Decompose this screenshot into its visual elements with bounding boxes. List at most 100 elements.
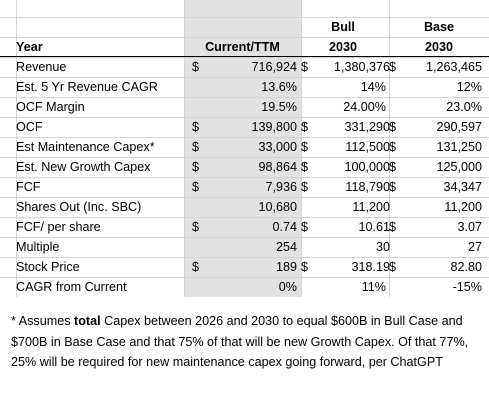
grid-hline	[0, 217, 489, 218]
footnote-prefix: * Assumes	[11, 314, 74, 328]
row-label: FCF	[16, 180, 41, 194]
bull-title: Bull	[331, 20, 355, 34]
current-column-shading	[184, 0, 301, 297]
grid-hline	[0, 257, 489, 258]
row-label: Stock Price	[16, 260, 80, 274]
bull-value: 30	[375, 240, 390, 254]
current-value: 139,800	[251, 120, 297, 134]
grid-hline	[0, 237, 489, 238]
currency-symbol: $	[192, 60, 200, 74]
bull-value: 331,290	[344, 120, 390, 134]
current-value: 33,000	[258, 140, 297, 154]
currency-symbol: $	[192, 180, 200, 194]
current-value: 10,680	[258, 200, 297, 214]
base-value: 1,263,465	[425, 60, 482, 74]
currency-symbol: $	[301, 120, 309, 134]
current-value: 0.74	[272, 220, 297, 234]
current-value: 19.5%	[261, 100, 297, 114]
header-row-1: Bull Base	[0, 17, 489, 37]
bull-value: 318.19	[351, 260, 390, 274]
currency-symbol: $	[301, 140, 309, 154]
current-label: Current/TTM	[205, 40, 280, 54]
table-row: FCF $7,936 $118,790 $34,347	[0, 177, 489, 197]
grid-hline	[0, 117, 489, 118]
grid-hline	[0, 77, 489, 78]
grid-hline	[0, 197, 489, 198]
currency-symbol: $	[301, 60, 309, 74]
currency-symbol: $	[192, 220, 200, 234]
currency-symbol: $	[192, 260, 200, 274]
grid-vline	[184, 0, 185, 297]
currency-symbol: $	[389, 140, 397, 154]
current-value: 13.6%	[261, 80, 297, 94]
table-row: Est. 5 Yr Revenue CAGR 13.6% 14% 12%	[0, 77, 489, 97]
bull-value: 11%	[361, 280, 386, 294]
grid-hline	[0, 17, 489, 18]
base-value: 34,347	[443, 180, 482, 194]
table-row: CAGR from Current 0% 11% -15%	[0, 277, 489, 298]
row-label: Revenue	[16, 60, 67, 74]
table-row: Est. New Growth Capex $98,864 $100,000 $125…	[0, 157, 489, 177]
grid-vline	[16, 0, 17, 297]
currency-symbol: $	[192, 160, 200, 174]
base-value: 125,000	[436, 160, 482, 174]
table-row: Revenue $716,924 $1,380,376 $1,263,465	[0, 57, 489, 77]
currency-symbol: $	[389, 120, 397, 134]
current-value: 189	[275, 260, 297, 274]
currency-symbol: $	[389, 160, 397, 174]
table-row: Multiple 254 30 27	[0, 237, 489, 257]
header-row-2: Year Current/TTM 2030 2030	[0, 37, 489, 57]
base-value: 23.0%	[446, 100, 482, 114]
base-value: 3.07	[457, 220, 482, 234]
row-label: OCF Margin	[16, 100, 85, 114]
current-value: 254	[275, 240, 297, 254]
footnote-body: Capex between 2026 and 2030 to equal $60…	[11, 314, 469, 369]
bull-value: 1,380,376	[333, 60, 390, 74]
spreadsheet-grid: Bull Base Year Current/TTM 2030 2030 Rev…	[0, 0, 489, 298]
year-label: Year	[16, 40, 43, 54]
current-value: 98,864	[258, 160, 297, 174]
currency-symbol: $	[389, 220, 397, 234]
row-label: CAGR from Current	[16, 280, 127, 294]
currency-symbol: $	[301, 220, 309, 234]
bull-value: 112,500	[345, 140, 390, 154]
currency-symbol: $	[389, 60, 397, 74]
grid-hline	[0, 37, 489, 38]
base-title: Base	[423, 20, 455, 34]
currency-symbol: $	[301, 260, 309, 274]
grid-vline	[389, 0, 390, 297]
bull-value: 100,000	[344, 160, 390, 174]
currency-symbol: $	[389, 180, 397, 194]
footnote-bold-word: total	[74, 314, 101, 328]
base-value: 290,597	[436, 120, 482, 134]
base-year: 2030	[424, 40, 454, 54]
current-value: 0%	[278, 280, 297, 294]
bull-value: 118,790	[345, 180, 390, 194]
table-row: Stock Price $189 $318.19 $82.80	[0, 257, 489, 277]
row-label: Est Maintenance Capex*	[16, 140, 155, 154]
table-row: FCF/ per share $0.74 $10.61 $3.07	[0, 217, 489, 237]
bull-year: 2030	[328, 40, 358, 54]
footnote: * Assumes total Capex between 2026 and 2…	[0, 297, 489, 414]
base-value: 12%	[456, 80, 482, 94]
grid-hline	[0, 57, 489, 58]
current-value: 716,924	[251, 60, 297, 74]
bull-value: 24.00%	[343, 100, 386, 114]
base-value: 82.80	[450, 260, 482, 274]
currency-symbol: $	[301, 160, 309, 174]
grid-hline	[0, 137, 489, 138]
row-label: Est. New Growth Capex	[16, 160, 151, 174]
bull-value: 14%	[360, 80, 386, 94]
row-label: Multiple	[16, 240, 60, 254]
table-row: Est Maintenance Capex* $33,000 $112,500 $13…	[0, 137, 489, 157]
row-label: Est. 5 Yr Revenue CAGR	[16, 80, 158, 94]
grid-vline	[301, 0, 302, 297]
row-label: FCF/ per share	[16, 220, 101, 234]
grid-hline	[0, 157, 489, 158]
grid-hline	[0, 177, 489, 178]
table-row: OCF $139,800 $331,290 $290,597	[0, 117, 489, 137]
grid-hline	[0, 277, 489, 278]
table-row: Shares Out (Inc. SBC) 10,680 11,200 11,200	[0, 197, 489, 217]
current-value: 7,936	[265, 180, 297, 194]
bull-value: 11,200	[352, 200, 390, 214]
